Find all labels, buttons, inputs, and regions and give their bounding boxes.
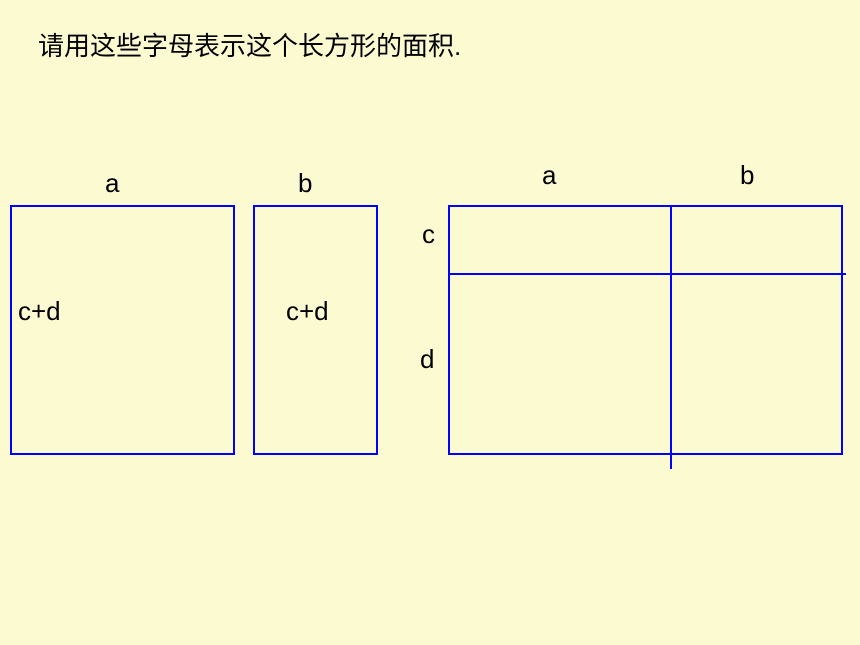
rect3-horizontal-line xyxy=(448,273,846,275)
rect3-label-b: b xyxy=(740,160,754,191)
rect2-label-top: b xyxy=(298,168,312,199)
rect3-label-d: d xyxy=(420,344,434,375)
rect3-label-c: c xyxy=(422,219,435,250)
rect1-label-top: a xyxy=(105,168,119,199)
rectangle-1 xyxy=(10,205,235,455)
page-title: 请用这些字母表示这个长方形的面积. xyxy=(38,26,461,63)
rect1-label-inside: c+d xyxy=(18,296,61,327)
rectangle-2 xyxy=(253,205,378,455)
rect2-label-inside: c+d xyxy=(286,296,329,327)
rect3-label-a: a xyxy=(542,160,556,191)
rectangle-3 xyxy=(448,205,843,455)
rect3-vertical-line xyxy=(670,205,672,469)
